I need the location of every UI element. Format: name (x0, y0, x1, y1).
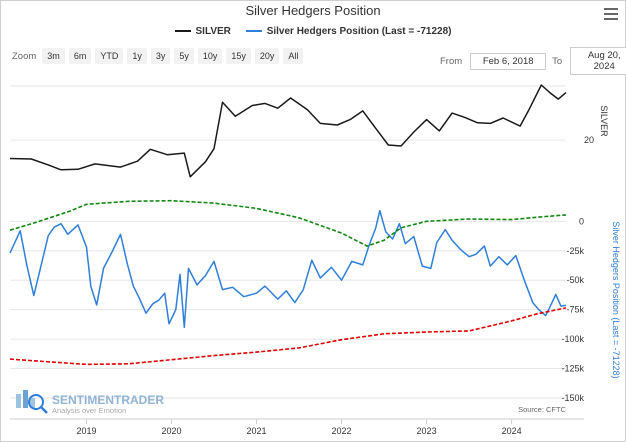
x-tick-label: 2024 (502, 426, 522, 436)
hedgers-series-line-0 (9, 209, 567, 329)
zoom-button-15y[interactable]: 15y (226, 48, 251, 64)
legend-label-silver: SILVER (195, 25, 231, 37)
x-tick-label: 2020 (162, 426, 182, 436)
x-tick-label: 2021 (247, 426, 267, 436)
hedgers-series-line-1 (9, 307, 567, 366)
legend-item-silver[interactable]: SILVER (174, 25, 231, 37)
hedgers-y-tick-label: -100k (561, 334, 584, 344)
zoom-button-6m[interactable]: 6m (68, 48, 92, 64)
legend-label-hedgers: Silver Hedgers Position (Last = -71228) (266, 25, 452, 37)
to-date-input[interactable]: Aug 20, 2024 (570, 47, 626, 75)
silver-axis-title: SILVER (599, 105, 609, 137)
watermark-tagline: Analysis over Emotion (52, 406, 126, 415)
hedgers-y-tick-label: -125k (561, 364, 584, 374)
date-range: From Feb 6, 2018 To Aug 20, 2024 (440, 47, 626, 75)
gridlines (10, 85, 566, 399)
tick-labels: 20 -150k -125k -100k -75k -50k -25k 0 2019 2020 20… (76, 135, 594, 436)
x-tick-label: 2022 (332, 426, 352, 436)
hedgers-y-tick-label: -25k (566, 246, 584, 256)
zoom-button-3y[interactable]: 3y (150, 48, 171, 64)
silver-series-line-0 (9, 84, 567, 178)
x-tick-label: 2023 (417, 426, 437, 436)
legend-item-hedgers[interactable]: Silver Hedgers Position (Last = -71228) (245, 25, 452, 37)
hedgers-y-tick-label: -150k (561, 393, 584, 403)
legend-swatch-hedgers (245, 30, 262, 32)
to-label: To (552, 55, 563, 67)
from-date-input[interactable]: Feb 6, 2018 (470, 52, 547, 70)
zoom-button-ytd[interactable]: YTD (95, 48, 124, 64)
from-label: From (440, 55, 463, 67)
silver-y-tick-label: 20 (584, 135, 594, 145)
zoom-button-all[interactable]: All (283, 48, 304, 64)
watermark-logo (16, 390, 48, 414)
hamburger-menu-icon[interactable] (604, 8, 618, 20)
chart-title: Silver Hedgers Position (245, 3, 381, 18)
zoom-button-3m[interactable]: 3m (42, 48, 65, 64)
source-label: Source: CFTC (518, 405, 567, 414)
hedgers-axis-title: Silver Hedgers Position (Last = -71228) (611, 221, 621, 378)
hedgers-series-line-2 (9, 199, 567, 247)
zoom-label: Zoom (12, 50, 37, 62)
hedgers-y-tick-label: -50k (566, 275, 584, 285)
zoom-bar: Zoom 3m 6m YTD 1y 3y 5y 10y 15y 20y All (12, 48, 307, 64)
legend: SILVER Silver Hedgers Position (Last = -… (0, 24, 626, 37)
legend-swatch-silver (174, 30, 191, 32)
zoom-button-5y[interactable]: 5y (174, 48, 194, 64)
zoom-button-1y[interactable]: 1y (127, 48, 147, 64)
hedgers-y-tick-label: 0 (579, 216, 584, 226)
zoom-button-10y[interactable]: 10y (197, 48, 223, 64)
watermark-brand: SENTIMENTRADER (52, 393, 164, 407)
hedgers-y-tick-label: -75k (566, 305, 584, 315)
x-tick-label: 2019 (76, 426, 96, 436)
series-layer (9, 84, 567, 366)
zoom-button-20y[interactable]: 20y (254, 48, 280, 64)
